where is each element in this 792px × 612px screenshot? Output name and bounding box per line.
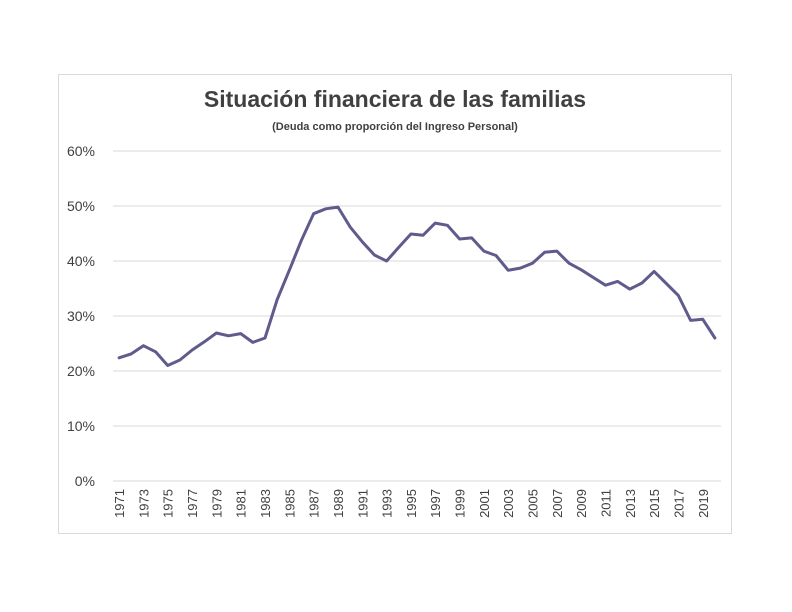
- x-tick-label: 1973: [136, 489, 151, 518]
- x-tick-label: 2019: [696, 489, 711, 518]
- x-tick-label: 2009: [574, 489, 589, 518]
- series-group: [117, 205, 717, 367]
- x-tick-label: 1971: [112, 489, 127, 518]
- x-tick-label: 1983: [258, 489, 273, 518]
- y-tick-label: 60%: [67, 143, 95, 159]
- x-tick-label: 2013: [623, 489, 638, 518]
- chart-title: Situación financiera de las familias: [203, 86, 587, 112]
- y-axis: 0% 10% 20% 30% 40% 50% 60%: [67, 143, 95, 489]
- x-tick-label: 1997: [428, 489, 443, 518]
- x-tick-label: 2017: [671, 489, 686, 518]
- x-tick-label: 1989: [331, 489, 346, 518]
- gridlines: [113, 150, 721, 482]
- x-tick-label: 1975: [161, 489, 176, 518]
- x-tick-label: 1985: [282, 489, 297, 518]
- x-tick-label: 1999: [453, 489, 468, 518]
- x-tick-label: 1987: [307, 489, 322, 518]
- x-tick-label: 2015: [647, 489, 662, 518]
- x-tick-label: 1979: [209, 489, 224, 518]
- x-tick-label: 1981: [234, 489, 249, 518]
- x-tick-label: 2003: [501, 489, 516, 518]
- y-tick-label: 0%: [75, 473, 95, 489]
- y-tick-label: 10%: [67, 418, 95, 434]
- y-tick-label: 40%: [67, 253, 95, 269]
- x-tick-label: 2005: [526, 489, 541, 518]
- y-tick-label: 20%: [67, 363, 95, 379]
- series-line: [117, 205, 717, 367]
- x-tick-label: 1993: [380, 489, 395, 518]
- y-tick-label: 30%: [67, 308, 95, 324]
- x-tick-label: 1995: [404, 489, 419, 518]
- x-axis: 1971 1973 1975 1977 1979 1981 1983 1985 1987 1989…: [112, 489, 711, 518]
- x-tick-label: 2011: [598, 489, 613, 517]
- x-tick-label: 2001: [477, 489, 492, 518]
- x-tick-label: 2007: [550, 489, 565, 518]
- y-tick-label: 50%: [67, 198, 95, 214]
- x-tick-label: 1991: [355, 489, 370, 518]
- x-tick-label: 1977: [185, 489, 200, 518]
- chart-subtitle: (Deuda como proporción del Ingreso Perso…: [272, 121, 518, 133]
